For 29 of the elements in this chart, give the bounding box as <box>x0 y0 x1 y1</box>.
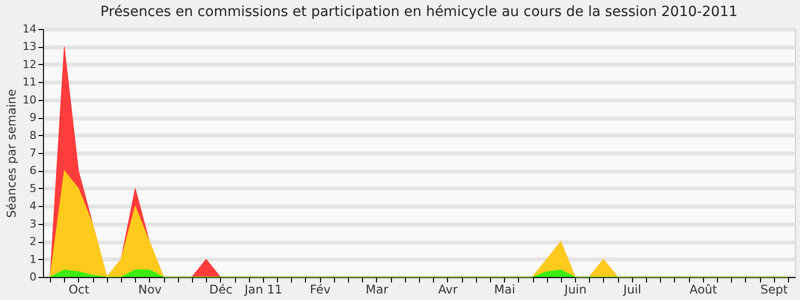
y-tick-label: 13 <box>22 40 36 54</box>
x-tick-label: Sept <box>760 282 788 296</box>
y-tick-label: 4 <box>30 200 36 213</box>
y-tick-label: 0 <box>30 270 36 284</box>
x-tick-label: Juin <box>564 282 587 296</box>
y-tick-label: 7 <box>30 146 36 160</box>
x-tick-label: Mar <box>366 282 388 296</box>
x-tick-label: Oct <box>68 282 90 296</box>
chart-title: Présences en commissions et participation en hémicycle au cours de la session 2010-2011 <box>100 4 738 20</box>
x-tick-label: Juil <box>622 282 642 296</box>
x-tick-label: Déc <box>209 282 232 296</box>
y-tick-label: 10 <box>22 93 36 106</box>
x-tick-label: Avr <box>438 282 458 296</box>
y-tick-label: 5 <box>30 182 36 195</box>
y-tick-label: 8 <box>30 128 36 142</box>
x-tick-label: Fév <box>310 282 331 296</box>
y-axis-title: Séances par semaine <box>4 89 19 218</box>
x-tick-label: Jan 11 <box>244 282 282 296</box>
y-tick-label: 9 <box>30 111 36 124</box>
y-tick-label: 2 <box>30 235 36 248</box>
x-tick-label: Mai <box>494 282 516 296</box>
x-tick-label: Août <box>689 282 718 296</box>
y-tick-label: 6 <box>30 164 36 178</box>
x-tick-label: Nov <box>138 282 162 296</box>
y-tick-label: 3 <box>30 217 36 230</box>
y-tick-label: 1 <box>30 252 36 266</box>
y-tick-label: 14 <box>22 22 36 36</box>
y-tick-label: 12 <box>22 58 36 71</box>
y-tick-label: 11 <box>22 76 36 89</box>
